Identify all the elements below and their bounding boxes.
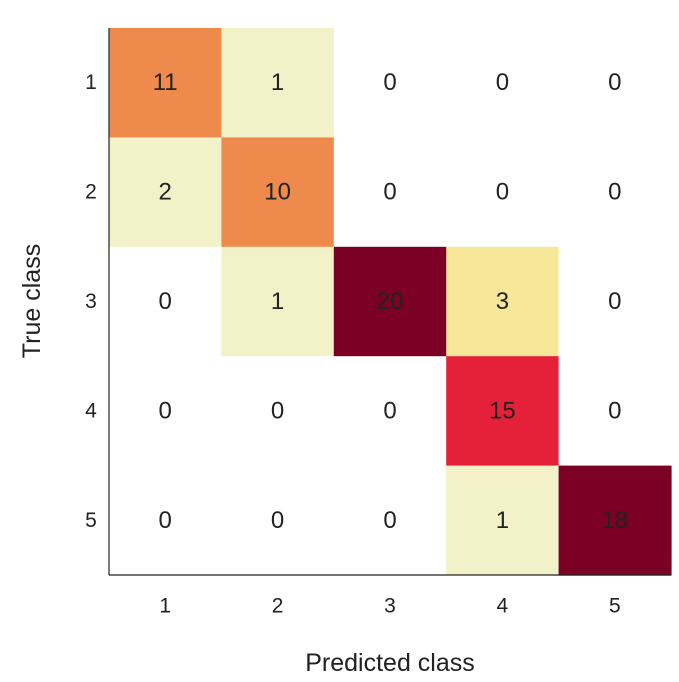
heatmap-cell-r3-c2 bbox=[221, 246, 335, 357]
cell-value-label: 0 bbox=[496, 69, 509, 96]
y-tick-label: 2 bbox=[85, 181, 97, 204]
heatmap-cell-r5-c3 bbox=[333, 465, 447, 576]
cell-value-label: 1 bbox=[496, 507, 509, 534]
heatmap-cell-r5-c5 bbox=[558, 465, 672, 576]
cell-value-label: 18 bbox=[601, 507, 628, 534]
cell-value-label: 0 bbox=[608, 69, 621, 96]
heatmap-cell-r4-c1 bbox=[109, 356, 222, 467]
heatmap-cell-r2-c2 bbox=[221, 137, 335, 248]
heatmap-cell-r3-c4 bbox=[446, 246, 560, 357]
cell-value-label: 0 bbox=[159, 507, 172, 534]
heatmap-cell-r3-c1 bbox=[109, 246, 222, 357]
heatmap-cell-r1-c4 bbox=[446, 28, 560, 138]
cell-value-label: 0 bbox=[271, 507, 284, 534]
heatmap-cell-r5-c4 bbox=[446, 465, 560, 576]
x-axis-title: Predicted class bbox=[305, 649, 475, 677]
x-tick-label: 1 bbox=[159, 595, 171, 618]
cell-value-label: 11 bbox=[153, 69, 178, 96]
heatmap-cell-r1-c5 bbox=[558, 28, 672, 138]
heatmap-cell-r2-c5 bbox=[558, 137, 672, 248]
x-tick-labels: 1 2 3 4 5 bbox=[159, 595, 620, 618]
cell-value-label: 0 bbox=[383, 507, 396, 534]
x-tick-label: 4 bbox=[497, 595, 509, 618]
cell-value-label: 20 bbox=[377, 288, 404, 315]
heatmap-cell-r5-c2 bbox=[221, 465, 335, 576]
y-tick-label: 1 bbox=[85, 71, 97, 94]
cell-value-label: 0 bbox=[608, 288, 621, 315]
cell-value-label: 0 bbox=[383, 69, 396, 96]
x-tick-label: 3 bbox=[384, 595, 396, 618]
cell-value-label: 0 bbox=[159, 288, 172, 315]
cell-value-label: 1 bbox=[271, 288, 284, 315]
y-tick-label: 3 bbox=[85, 290, 97, 313]
cell-value-label: 10 bbox=[264, 179, 291, 206]
heatmap-cell-r2-c1 bbox=[109, 137, 222, 248]
cell-value-label: 2 bbox=[159, 179, 172, 206]
heatmap-cell-r2-c4 bbox=[446, 137, 560, 248]
heatmap-cell-r4-c3 bbox=[333, 356, 447, 467]
cell-value-label: 3 bbox=[496, 288, 509, 315]
cell-value-label: 0 bbox=[383, 179, 396, 206]
x-tick-label: 5 bbox=[609, 595, 621, 618]
heatmap-cell-r2-c3 bbox=[333, 137, 447, 248]
heatmap-cell-r1-c1 bbox=[109, 28, 222, 138]
y-axis-title: True class bbox=[18, 244, 46, 358]
heatmap-cell-r5-c1 bbox=[109, 465, 222, 576]
heatmap-cell-r4-c5 bbox=[558, 356, 672, 467]
heatmap-cell-r1-c3 bbox=[333, 28, 447, 138]
heatmap-cell-r4-c4 bbox=[446, 356, 560, 467]
heatmap-cell-r1-c2 bbox=[221, 28, 335, 138]
heatmap-cell-r3-c3 bbox=[333, 246, 447, 357]
heatmap-cell-r4-c2 bbox=[221, 356, 335, 467]
cell-value-label: 0 bbox=[496, 179, 509, 206]
cell-value-label: 0 bbox=[383, 397, 396, 424]
cell-value-label: 1 bbox=[271, 69, 284, 96]
x-tick-label: 2 bbox=[272, 595, 284, 618]
heatmap-cells: 11 1 0 0 02 10 0 0 00 1 20 3 00 0 0 15 00 0 0 1 18 bbox=[109, 28, 672, 576]
cell-value-label: 0 bbox=[159, 397, 172, 424]
heatmap-cell-r3-c5 bbox=[558, 246, 672, 357]
cell-value-label: 15 bbox=[489, 397, 516, 424]
cell-value-label: 0 bbox=[608, 397, 621, 424]
cell-value-label: 0 bbox=[608, 179, 621, 206]
y-tick-label: 4 bbox=[85, 399, 97, 422]
y-tick-labels: 1 2 3 4 5 bbox=[85, 71, 97, 532]
y-tick-label: 5 bbox=[85, 509, 97, 532]
cell-value-label: 0 bbox=[271, 397, 284, 424]
